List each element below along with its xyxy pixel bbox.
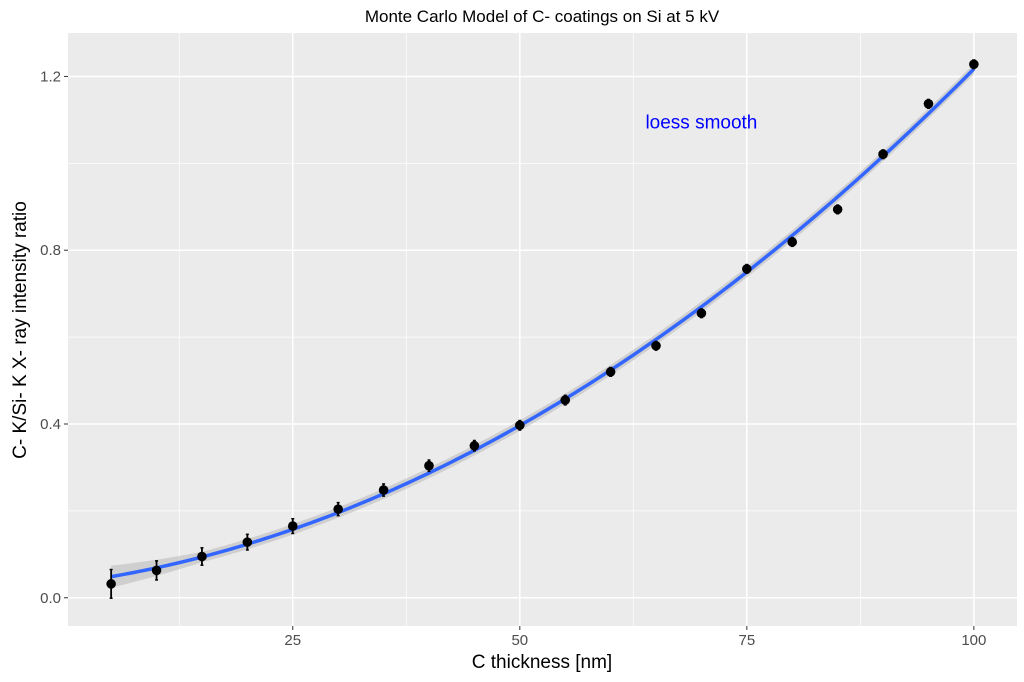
smooth-line: [110, 67, 976, 579]
y-tick-label: 0.4: [40, 416, 61, 433]
data-point: [923, 99, 934, 109]
y-tick-label: 1.2: [40, 68, 61, 85]
data-point: [696, 308, 707, 319]
data-point: [969, 59, 979, 70]
data-point: [242, 537, 253, 547]
data-point: [560, 395, 571, 405]
points: [106, 59, 979, 599]
data-point: [106, 579, 116, 589]
annotation-loess-smooth: loess smooth: [645, 113, 757, 134]
data-point: [469, 440, 480, 451]
chart-title: Monte Carlo Model of C- coatings on Si a…: [365, 7, 720, 26]
data-point: [151, 565, 162, 576]
y-tick-label: 0.0: [40, 590, 61, 607]
data-point: [514, 420, 525, 431]
x-tick-label: 75: [738, 632, 755, 649]
data-point: [333, 504, 343, 514]
x-axis-label: C thickness [nm]: [472, 652, 612, 673]
data-point: [287, 521, 298, 531]
data-point: [832, 204, 843, 215]
grid: [68, 33, 1017, 626]
data-point: [605, 367, 616, 377]
x-tick-label: 100: [961, 632, 986, 649]
ticks: 25 50 75 100 0.0 0.4 0.8 1.2: [40, 68, 986, 649]
data-point: [378, 485, 389, 495]
plot-panel: [68, 33, 1017, 626]
data-point: [742, 264, 752, 274]
x-tick-label: 50: [511, 632, 528, 649]
data-point: [197, 551, 207, 562]
data-point: [424, 460, 434, 471]
y-axis-label: C- K/Si- K X- ray intensity ratio: [10, 201, 31, 459]
x-tick-label: 25: [284, 632, 301, 649]
y-tick-label: 0.8: [40, 242, 61, 259]
data-point: [787, 237, 798, 247]
data-point: [651, 340, 661, 351]
data-point: [878, 149, 888, 160]
smooth-line-group: [110, 67, 976, 579]
